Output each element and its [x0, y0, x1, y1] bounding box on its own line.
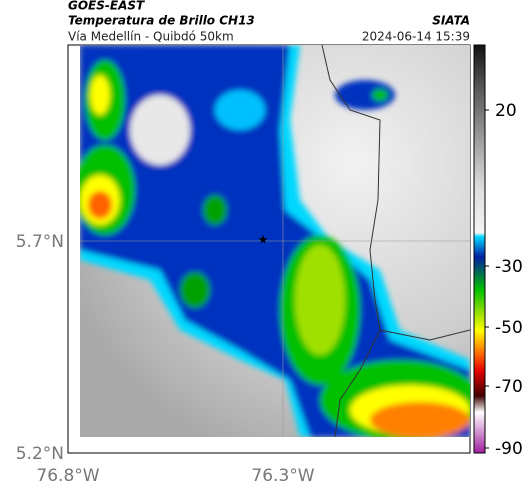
- title: Temperatura de Brillo CH13: [68, 14, 255, 28]
- border: [379, 329, 470, 341]
- city-marker: ★: [258, 233, 269, 247]
- lat-label: 5.7°N: [16, 232, 64, 252]
- colorbar: [473, 44, 486, 454]
- map-image: ★: [80, 45, 470, 437]
- lon-label: 76.3°W: [251, 466, 314, 486]
- colorbar-label: -90: [495, 439, 523, 459]
- subtitle: Vía Medellín - Quibdó 50km: [68, 30, 234, 44]
- border: [321, 45, 381, 437]
- colorbar-label: -50: [495, 318, 523, 338]
- timestamp: 2024-06-14 15:39: [362, 30, 470, 44]
- colorbar-ticks: [485, 109, 489, 449]
- colorbar-label: 20: [495, 101, 517, 121]
- source: SIATA: [432, 14, 470, 28]
- lat-label: 5.2°N: [16, 444, 64, 464]
- satellite: GOES-EAST: [68, 0, 145, 13]
- colorbar-label: -30: [495, 257, 523, 277]
- colorbar-label: -70: [495, 377, 523, 397]
- lon-label: 76.8°W: [36, 466, 99, 486]
